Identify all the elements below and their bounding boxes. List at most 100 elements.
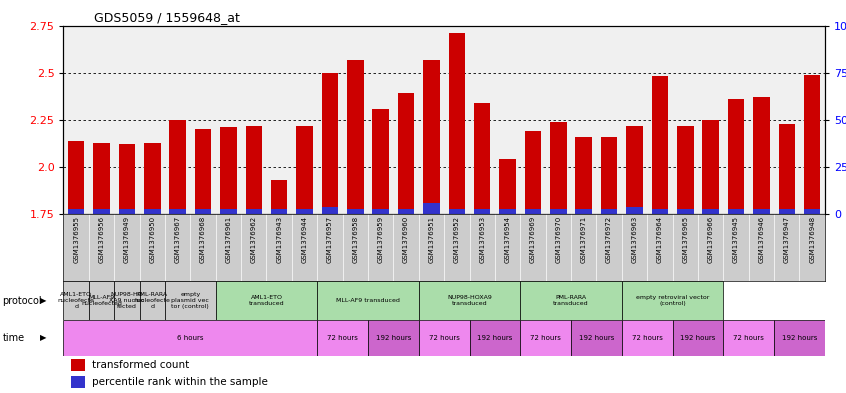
Bar <box>317 320 368 356</box>
Bar <box>622 320 673 356</box>
Text: time: time <box>3 333 25 343</box>
Text: ▶: ▶ <box>40 334 47 342</box>
Bar <box>673 320 723 356</box>
Bar <box>702 120 719 214</box>
Bar <box>321 207 338 214</box>
Text: GSM1376947: GSM1376947 <box>783 216 790 263</box>
Bar <box>93 209 110 214</box>
Text: ▶: ▶ <box>40 296 47 305</box>
Bar <box>728 99 744 214</box>
Text: GSM1376957: GSM1376957 <box>327 216 333 263</box>
Bar <box>245 209 262 214</box>
Bar <box>499 160 516 214</box>
Bar <box>753 209 770 214</box>
Text: GSM1376956: GSM1376956 <box>98 216 105 263</box>
Text: MLL-AF9
nucleofected: MLL-AF9 nucleofected <box>81 295 122 306</box>
Text: GSM1376971: GSM1376971 <box>580 216 587 263</box>
Bar <box>169 120 186 214</box>
Bar <box>118 144 135 214</box>
Bar <box>550 209 567 214</box>
Text: protocol: protocol <box>3 296 42 306</box>
Bar <box>575 137 592 214</box>
Bar <box>753 97 770 214</box>
Text: 72 hours: 72 hours <box>733 335 764 341</box>
Text: GSM1376955: GSM1376955 <box>73 216 80 263</box>
Bar <box>575 209 592 214</box>
Text: GSM1376959: GSM1376959 <box>377 216 384 263</box>
Bar <box>470 320 520 356</box>
Bar <box>118 209 135 214</box>
Text: GSM1376943: GSM1376943 <box>276 216 283 263</box>
Bar <box>804 209 821 214</box>
Bar <box>677 209 694 214</box>
Bar <box>169 209 186 214</box>
Text: GSM1376962: GSM1376962 <box>250 216 257 263</box>
Bar <box>89 281 114 320</box>
Text: GSM1376967: GSM1376967 <box>174 216 181 263</box>
Text: GSM1376951: GSM1376951 <box>428 216 435 263</box>
Bar <box>144 209 161 214</box>
Text: GSM1376950: GSM1376950 <box>149 216 156 263</box>
Text: GSM1376952: GSM1376952 <box>453 216 460 263</box>
Text: PML-RARA
transduced: PML-RARA transduced <box>553 295 589 306</box>
Bar <box>347 59 364 214</box>
Text: 72 hours: 72 hours <box>429 335 459 341</box>
Bar <box>419 281 520 320</box>
Bar <box>71 376 85 388</box>
Text: GSM1376970: GSM1376970 <box>555 216 562 263</box>
Bar <box>68 141 85 214</box>
Bar <box>550 122 567 214</box>
Bar <box>398 209 415 214</box>
Bar <box>448 209 465 214</box>
Text: 192 hours: 192 hours <box>782 335 817 341</box>
Bar <box>728 209 744 214</box>
Text: GSM1376960: GSM1376960 <box>403 216 409 263</box>
Bar <box>448 33 465 214</box>
Bar <box>499 209 516 214</box>
Bar <box>63 320 317 356</box>
Text: GSM1376948: GSM1376948 <box>809 216 816 263</box>
Bar <box>195 209 212 214</box>
Bar <box>68 209 85 214</box>
Text: AML1-ETO
transduced: AML1-ETO transduced <box>249 295 284 306</box>
Bar <box>245 125 262 214</box>
Bar <box>677 125 694 214</box>
Bar <box>474 209 491 214</box>
Text: GSM1376965: GSM1376965 <box>682 216 689 263</box>
Bar <box>271 209 288 214</box>
Text: GSM1376969: GSM1376969 <box>530 216 536 263</box>
Bar <box>804 75 821 214</box>
Bar <box>321 73 338 214</box>
Bar <box>423 203 440 214</box>
Text: 192 hours: 192 hours <box>376 335 411 341</box>
Text: GDS5059 / 1559648_at: GDS5059 / 1559648_at <box>94 11 239 24</box>
Bar <box>140 281 165 320</box>
Bar <box>601 137 618 214</box>
Bar <box>423 59 440 214</box>
Text: 72 hours: 72 hours <box>327 335 358 341</box>
Bar <box>723 320 774 356</box>
Text: GSM1376944: GSM1376944 <box>301 216 308 263</box>
Bar <box>93 143 110 214</box>
Text: NUP98-HOXA9
transduced: NUP98-HOXA9 transduced <box>447 295 492 306</box>
Bar <box>114 281 140 320</box>
Bar <box>601 209 618 214</box>
Text: GSM1376968: GSM1376968 <box>200 216 206 263</box>
Text: 192 hours: 192 hours <box>579 335 614 341</box>
Text: PML-RARA
nucleofecte
d: PML-RARA nucleofecte d <box>134 292 171 309</box>
Bar <box>216 281 317 320</box>
Text: 72 hours: 72 hours <box>530 335 561 341</box>
Bar <box>622 281 723 320</box>
Bar <box>63 281 89 320</box>
Bar <box>368 320 419 356</box>
Bar <box>520 281 622 320</box>
Bar <box>626 207 643 214</box>
Text: AML1-ETO
nucleofecte
d: AML1-ETO nucleofecte d <box>58 292 95 309</box>
Text: 192 hours: 192 hours <box>477 335 513 341</box>
Text: empty retroviral vector
(control): empty retroviral vector (control) <box>636 295 709 306</box>
Text: 6 hours: 6 hours <box>177 335 204 341</box>
Bar <box>144 143 161 214</box>
Bar <box>296 125 313 214</box>
Bar <box>419 320 470 356</box>
Text: GSM1376949: GSM1376949 <box>124 216 130 263</box>
